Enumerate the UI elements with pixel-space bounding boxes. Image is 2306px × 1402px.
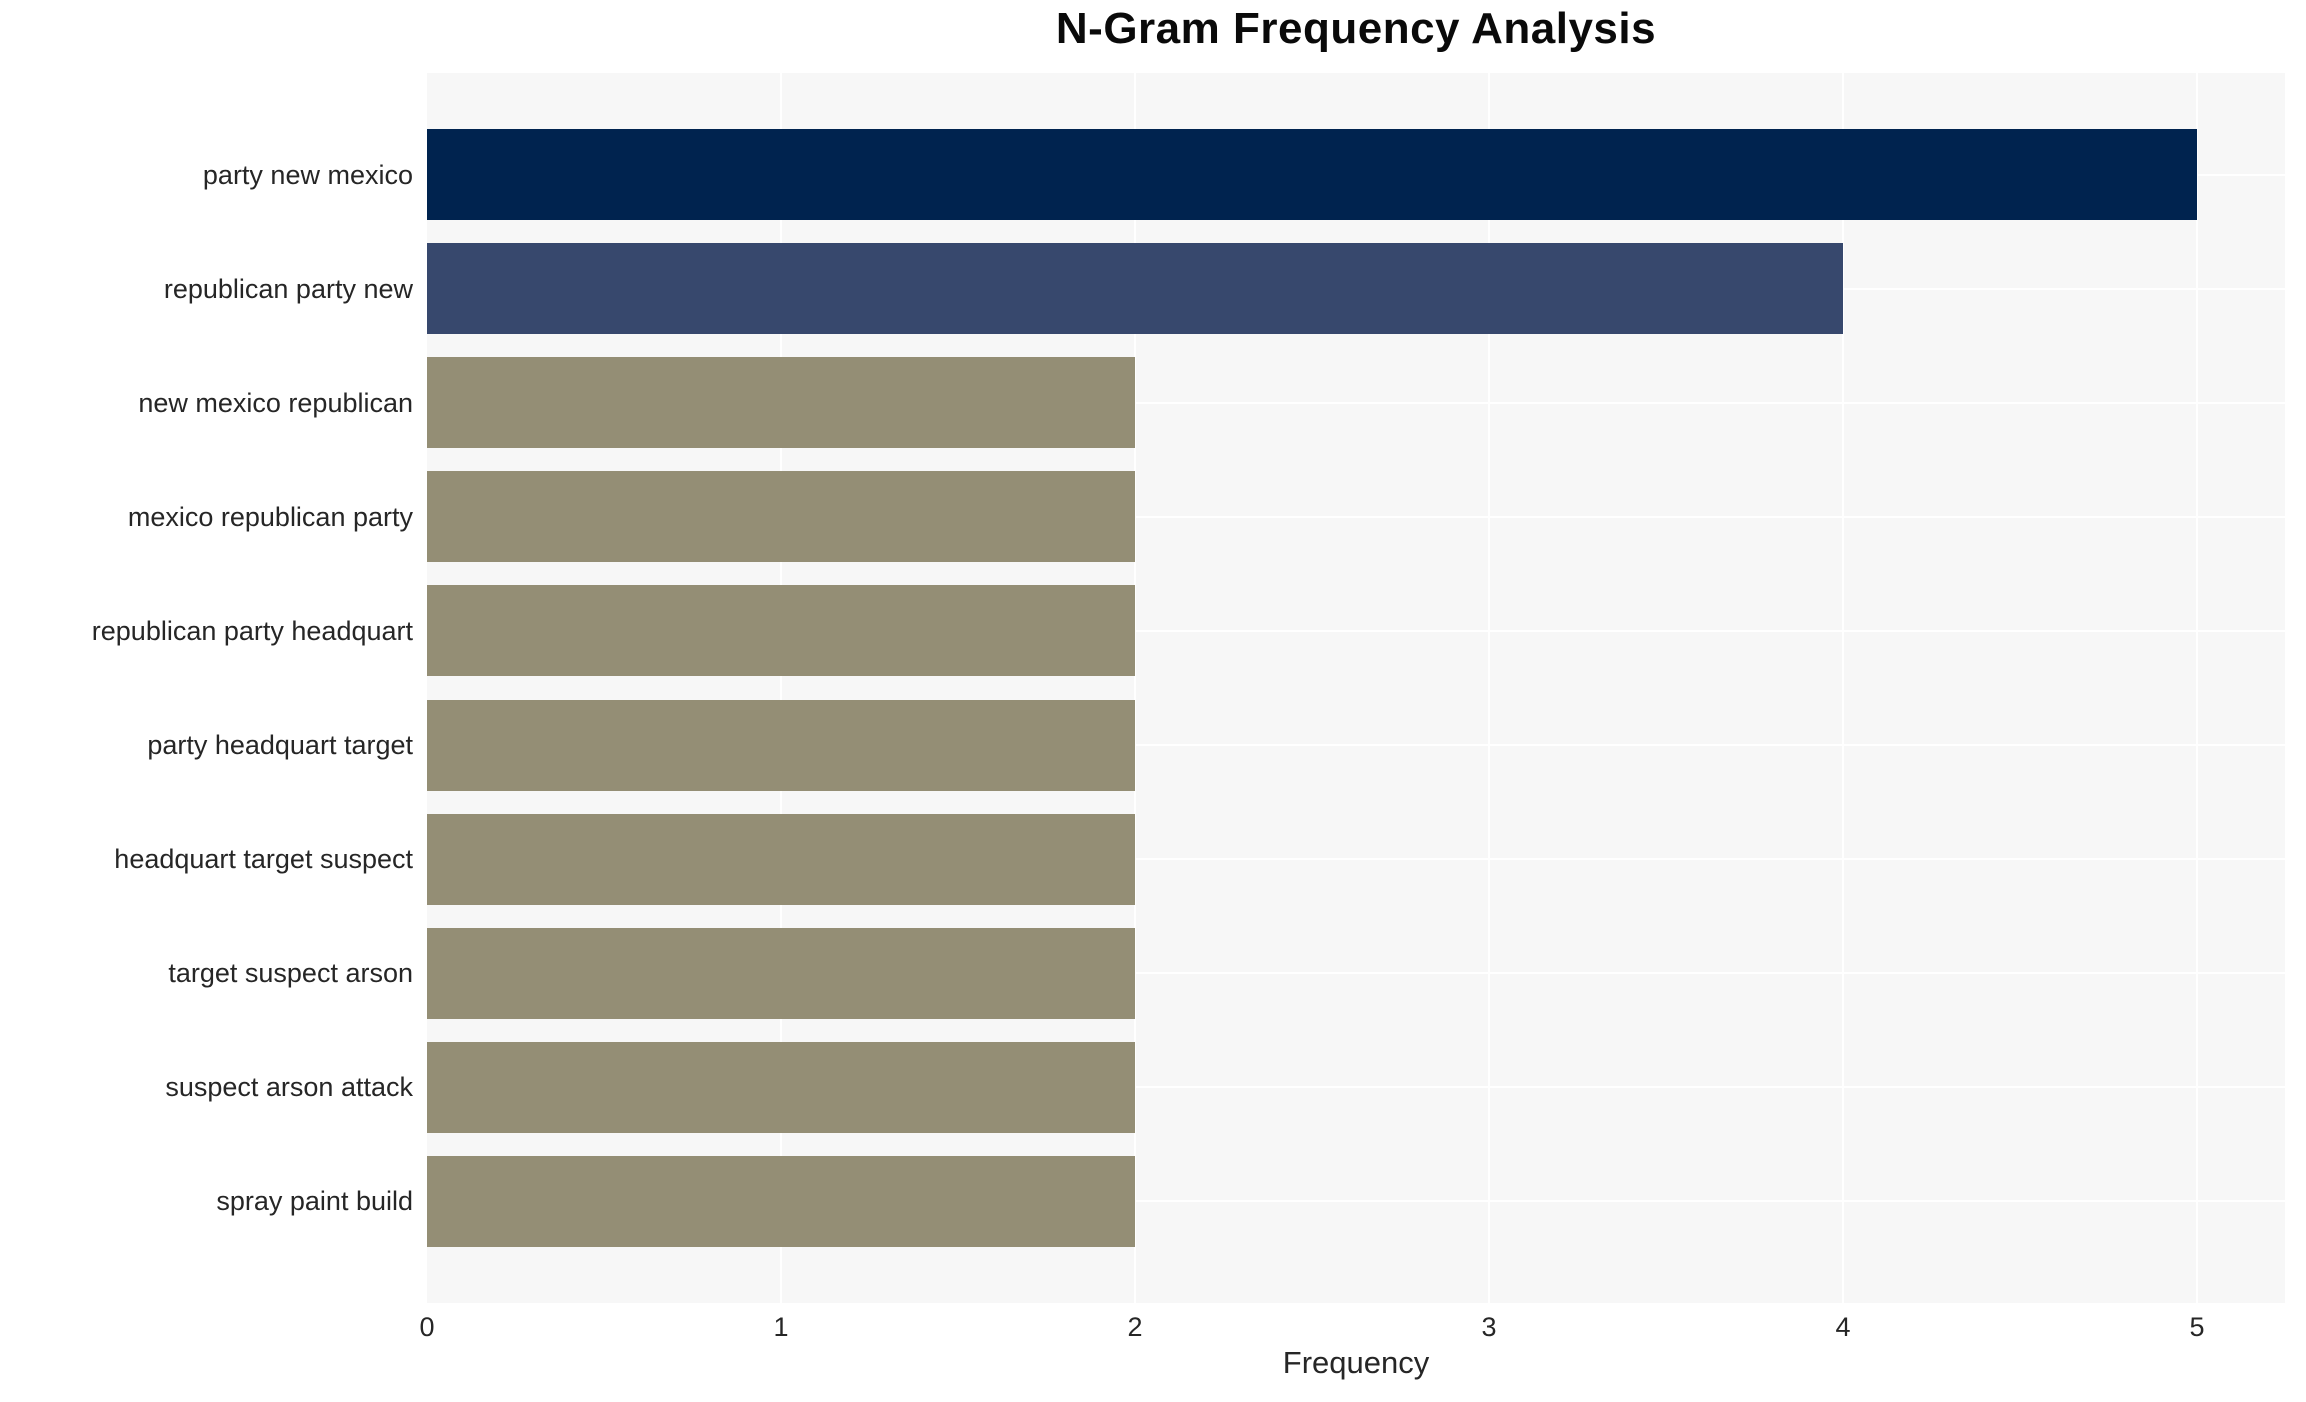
vertical-gridline <box>780 73 782 1303</box>
vertical-gridline <box>2196 73 2198 1303</box>
y-tick-label: spray paint build <box>216 1186 413 1216</box>
y-tick-label: party new mexico <box>202 160 413 190</box>
x-tick-label: 3 <box>1481 1312 1497 1342</box>
y-tick-label: mexico republican party <box>127 502 413 532</box>
y-tick-label: target suspect arson <box>168 958 413 988</box>
bar <box>427 471 1135 562</box>
horizontal-gridline <box>427 516 2285 518</box>
y-tick-label: new mexico republican <box>138 388 413 418</box>
plot-area <box>427 73 2285 1303</box>
horizontal-gridline <box>427 858 2285 860</box>
bar <box>427 1156 1135 1247</box>
y-tick-label: republican party headquart <box>91 616 413 646</box>
bar <box>427 357 1135 448</box>
x-tick-label: 5 <box>2189 1312 2205 1342</box>
bar <box>427 129 2197 220</box>
horizontal-gridline <box>427 744 2285 746</box>
chart-title: N-Gram Frequency Analysis <box>1055 4 1657 53</box>
bar <box>427 814 1135 905</box>
y-tick-label: suspect arson attack <box>165 1072 413 1102</box>
vertical-gridline <box>1134 73 1136 1303</box>
vertical-gridline <box>1842 73 1844 1303</box>
horizontal-gridline <box>427 630 2285 632</box>
x-axis-title: Frequency <box>1282 1345 1430 1380</box>
x-tick-label: 0 <box>419 1312 435 1342</box>
horizontal-gridline <box>427 1200 2285 1202</box>
bar <box>427 928 1135 1019</box>
x-tick-label: 1 <box>773 1312 789 1342</box>
y-axis-labels: party new mexico republican party new new … <box>0 73 413 1303</box>
bar <box>427 243 1843 334</box>
y-tick-label: party headquart target <box>147 730 413 760</box>
bar <box>427 585 1135 676</box>
horizontal-gridline <box>427 1086 2285 1088</box>
y-tick-label: headquart target suspect <box>114 844 413 874</box>
vertical-gridline <box>1488 73 1490 1303</box>
horizontal-gridline <box>427 402 2285 404</box>
y-tick-label: republican party new <box>163 274 413 304</box>
x-tick-label: 4 <box>1835 1312 1851 1342</box>
horizontal-gridline <box>427 972 2285 974</box>
x-tick-label: 2 <box>1127 1312 1143 1342</box>
bar <box>427 700 1135 791</box>
bar <box>427 1042 1135 1133</box>
